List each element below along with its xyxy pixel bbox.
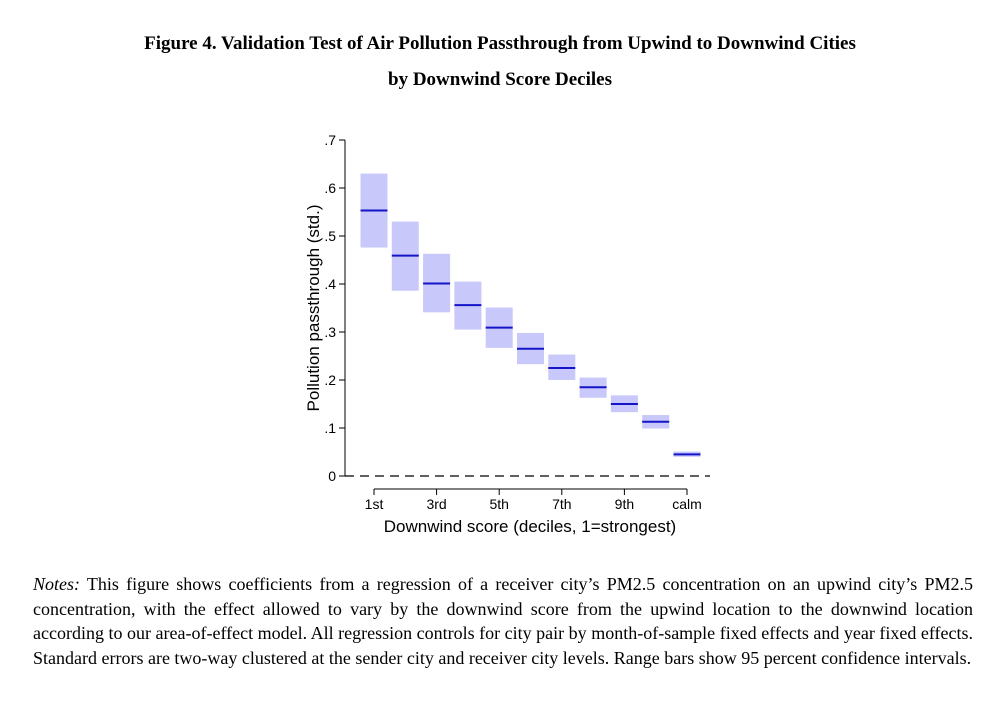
y-tick-label: .7	[324, 132, 336, 148]
x-tick-label: 9th	[615, 496, 634, 512]
y-tick-label: .3	[324, 324, 336, 340]
x-tick-label: 3rd	[426, 496, 446, 512]
figure-title-line1: Figure 4. Validation Test of Air Polluti…	[144, 33, 856, 54]
y-tick-label: .1	[324, 420, 336, 436]
figure-notes: Notes: This figure shows coefficients fr…	[33, 572, 973, 670]
y-tick-label: .4	[324, 276, 336, 292]
y-tick-label: .6	[324, 180, 336, 196]
notes-text: This figure shows coefficients from a re…	[33, 574, 973, 668]
y-tick-label: .2	[324, 372, 336, 388]
x-axis-label: Downwind score (deciles, 1=strongest)	[384, 517, 676, 536]
figure-title-line2: by Downwind Score Deciles	[388, 69, 612, 90]
x-tick-label: 1st	[365, 496, 384, 512]
y-tick-label: 0	[328, 468, 336, 484]
y-tick-label: .5	[324, 228, 336, 244]
x-tick-label: 7th	[552, 496, 571, 512]
plot-area	[345, 173, 710, 477]
notes-label: Notes:	[33, 574, 80, 594]
range-bar-chart: 0 .1 .2 .3 .4 .5 .6 .7 1st 3rd 5th 7th 9th calm Pollu…	[304, 132, 710, 536]
x-tick-label: calm	[672, 496, 702, 512]
axes: 0 .1 .2 .3 .4 .5 .6 .7 1st 3rd 5th 7th 9th calm	[324, 132, 701, 512]
x-tick-label: 5th	[489, 496, 508, 512]
y-axis-label: Pollution passthrough (std.)	[304, 205, 323, 412]
